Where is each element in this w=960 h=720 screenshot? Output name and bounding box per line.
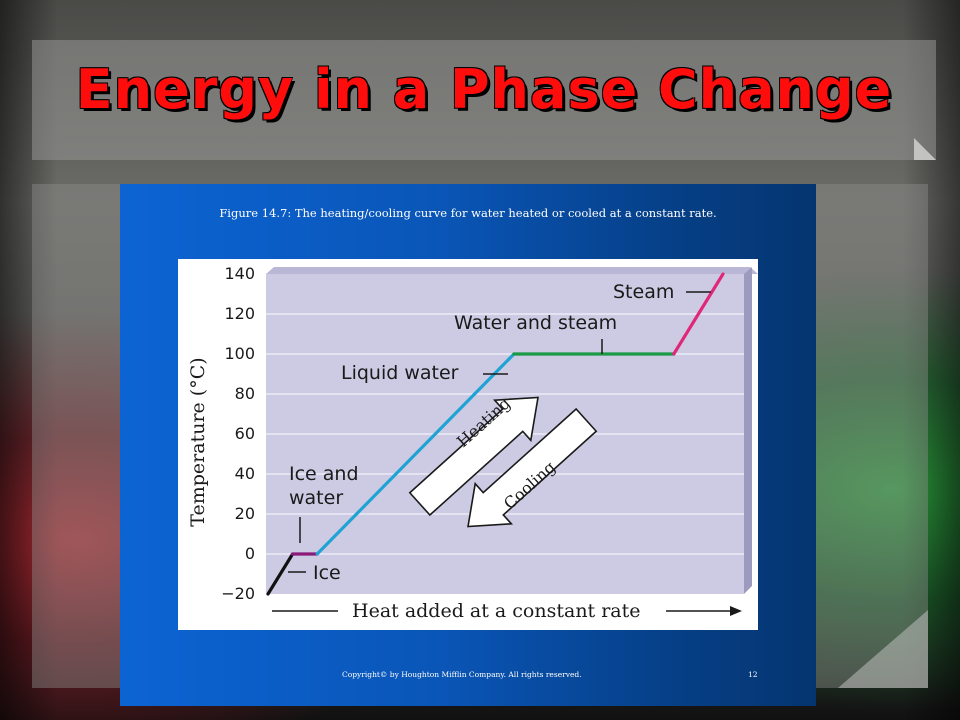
annotation-ice-and-water: Ice and water [289, 462, 359, 510]
annotation-ice-and-water-line1: Ice and [289, 463, 359, 485]
segment-ice [266, 552, 295, 596]
annotation-water-and-steam: Water and steam [454, 312, 618, 334]
y-axis-label: Temperature (°C) [187, 357, 209, 527]
heating-arrow [408, 396, 539, 517]
cooling-arrow [467, 407, 598, 528]
plot-side-face [744, 267, 752, 594]
y-tick-label: 140 [224, 264, 255, 283]
title-page-fold [914, 138, 936, 160]
x-axis-arrowhead [730, 606, 742, 616]
y-tick-label: 60 [234, 424, 255, 443]
copyright-text: Copyright© by Houghton Mifflin Company. … [342, 670, 582, 679]
annotation-ice: Ice [313, 562, 341, 584]
annotation-liquid-water: Liquid water [341, 362, 459, 384]
y-tick-label: −20 [221, 584, 255, 603]
x-axis-label: Heat added at a constant rate [352, 600, 641, 622]
heating-curve-figure: Temperature (°C) Heat added at a constan… [178, 259, 758, 630]
segment-liquid-water [315, 352, 516, 556]
title-panel [32, 40, 936, 160]
curve-segments [266, 272, 725, 596]
slide-title: Energy in a Phase Change [75, 58, 893, 121]
y-tick-label: 100 [224, 344, 255, 363]
y-tick-label: 80 [234, 384, 255, 403]
heating-curve-chart [266, 267, 758, 616]
y-tick-label: 0 [244, 544, 255, 563]
annotation-ice-and-water-line2: water [289, 487, 344, 509]
y-tick-label: 120 [224, 304, 255, 323]
annotation-steam: Steam [613, 281, 675, 303]
y-tick-label: 20 [234, 504, 255, 523]
y-tick-label: 40 [234, 464, 255, 483]
segment-steam [672, 272, 725, 356]
plot-top-face [266, 267, 758, 274]
page-number: 12 [748, 670, 758, 679]
figure-caption: Figure 14.7: The heating/cooling curve f… [219, 206, 717, 220]
content-page-fold [838, 610, 928, 688]
